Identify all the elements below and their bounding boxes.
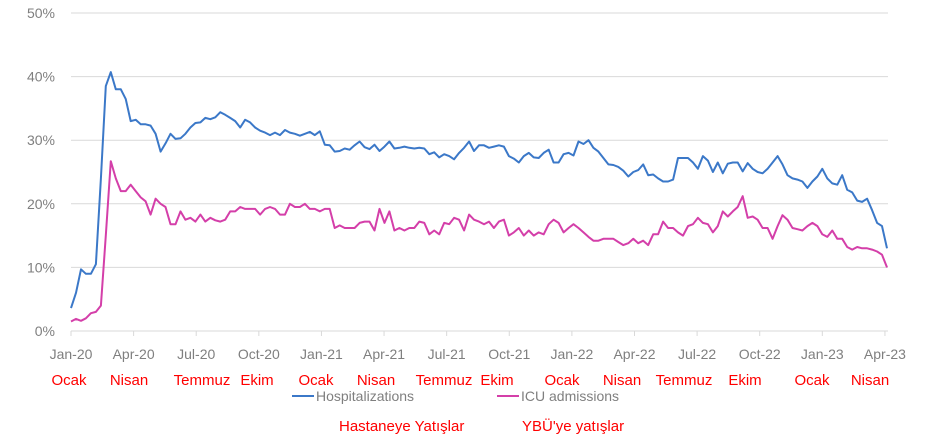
x-tick-label: Jan-22 <box>550 346 593 362</box>
y-tick-label: 30% <box>27 132 55 148</box>
turkish-month-label: Temmuz <box>655 372 713 389</box>
turkish-month-label: Ocak <box>544 372 580 389</box>
turkish-month-label: Ekim <box>728 372 762 389</box>
x-tick-label: Apr-22 <box>613 346 655 362</box>
series-line-icu-admissions <box>70 160 888 323</box>
x-tick-label: Oct-21 <box>488 346 530 362</box>
legend-label: ICU admissions <box>521 388 620 404</box>
x-tick-label: Oct-20 <box>238 346 280 362</box>
x-tick-label: Jan-23 <box>801 346 844 362</box>
turkish-month-label: Ocak <box>794 372 830 389</box>
turkish-month-label: Temmuz <box>415 372 473 389</box>
x-tick-label: Apr-21 <box>363 346 405 362</box>
legend-translation-hospitalizations: Hastaneye Yatışlar <box>339 418 465 435</box>
y-tick-label: 40% <box>27 69 55 85</box>
legend-swatch-hospitalizations <box>292 395 314 397</box>
series-line-hospitalizations <box>70 71 888 309</box>
turkish-month-label: Ocak <box>51 372 87 389</box>
y-tick-label: 50% <box>27 5 55 21</box>
x-tick-label: Apr-20 <box>113 346 155 362</box>
x-tick-label: Jul-20 <box>177 346 215 362</box>
turkish-month-label: Ekim <box>480 372 514 389</box>
x-tick-label: Apr-23 <box>864 346 906 362</box>
legend-swatch-icu <box>497 395 519 397</box>
x-tick-label: Jul-21 <box>428 346 466 362</box>
x-tick-label: Jul-22 <box>678 346 716 362</box>
x-tick-label: Oct-22 <box>739 346 781 362</box>
y-tick-label: 10% <box>27 259 55 275</box>
y-tick-label: 0% <box>35 323 55 339</box>
turkish-month-label: Nisan <box>850 372 890 389</box>
legend-hospitalizations: Hospitalizations <box>292 388 414 404</box>
turkish-month-label: Nisan <box>109 372 149 389</box>
x-tick-label: Jan-21 <box>300 346 343 362</box>
x-tick-label: Jan-20 <box>50 346 93 362</box>
turkish-month-label: Nisan <box>602 372 642 389</box>
turkish-month-label: Nisan <box>356 372 396 389</box>
turkish-month-label: Ekim <box>240 372 274 389</box>
turkish-month-label: Ocak <box>298 372 334 389</box>
turkish-month-label: Temmuz <box>173 372 231 389</box>
legend-label: Hospitalizations <box>316 388 415 404</box>
y-tick-label: 20% <box>27 196 55 212</box>
legend-icu: ICU admissions <box>497 388 619 404</box>
legend-translation-icu: YBÜ'ye yatışlar <box>522 418 625 435</box>
